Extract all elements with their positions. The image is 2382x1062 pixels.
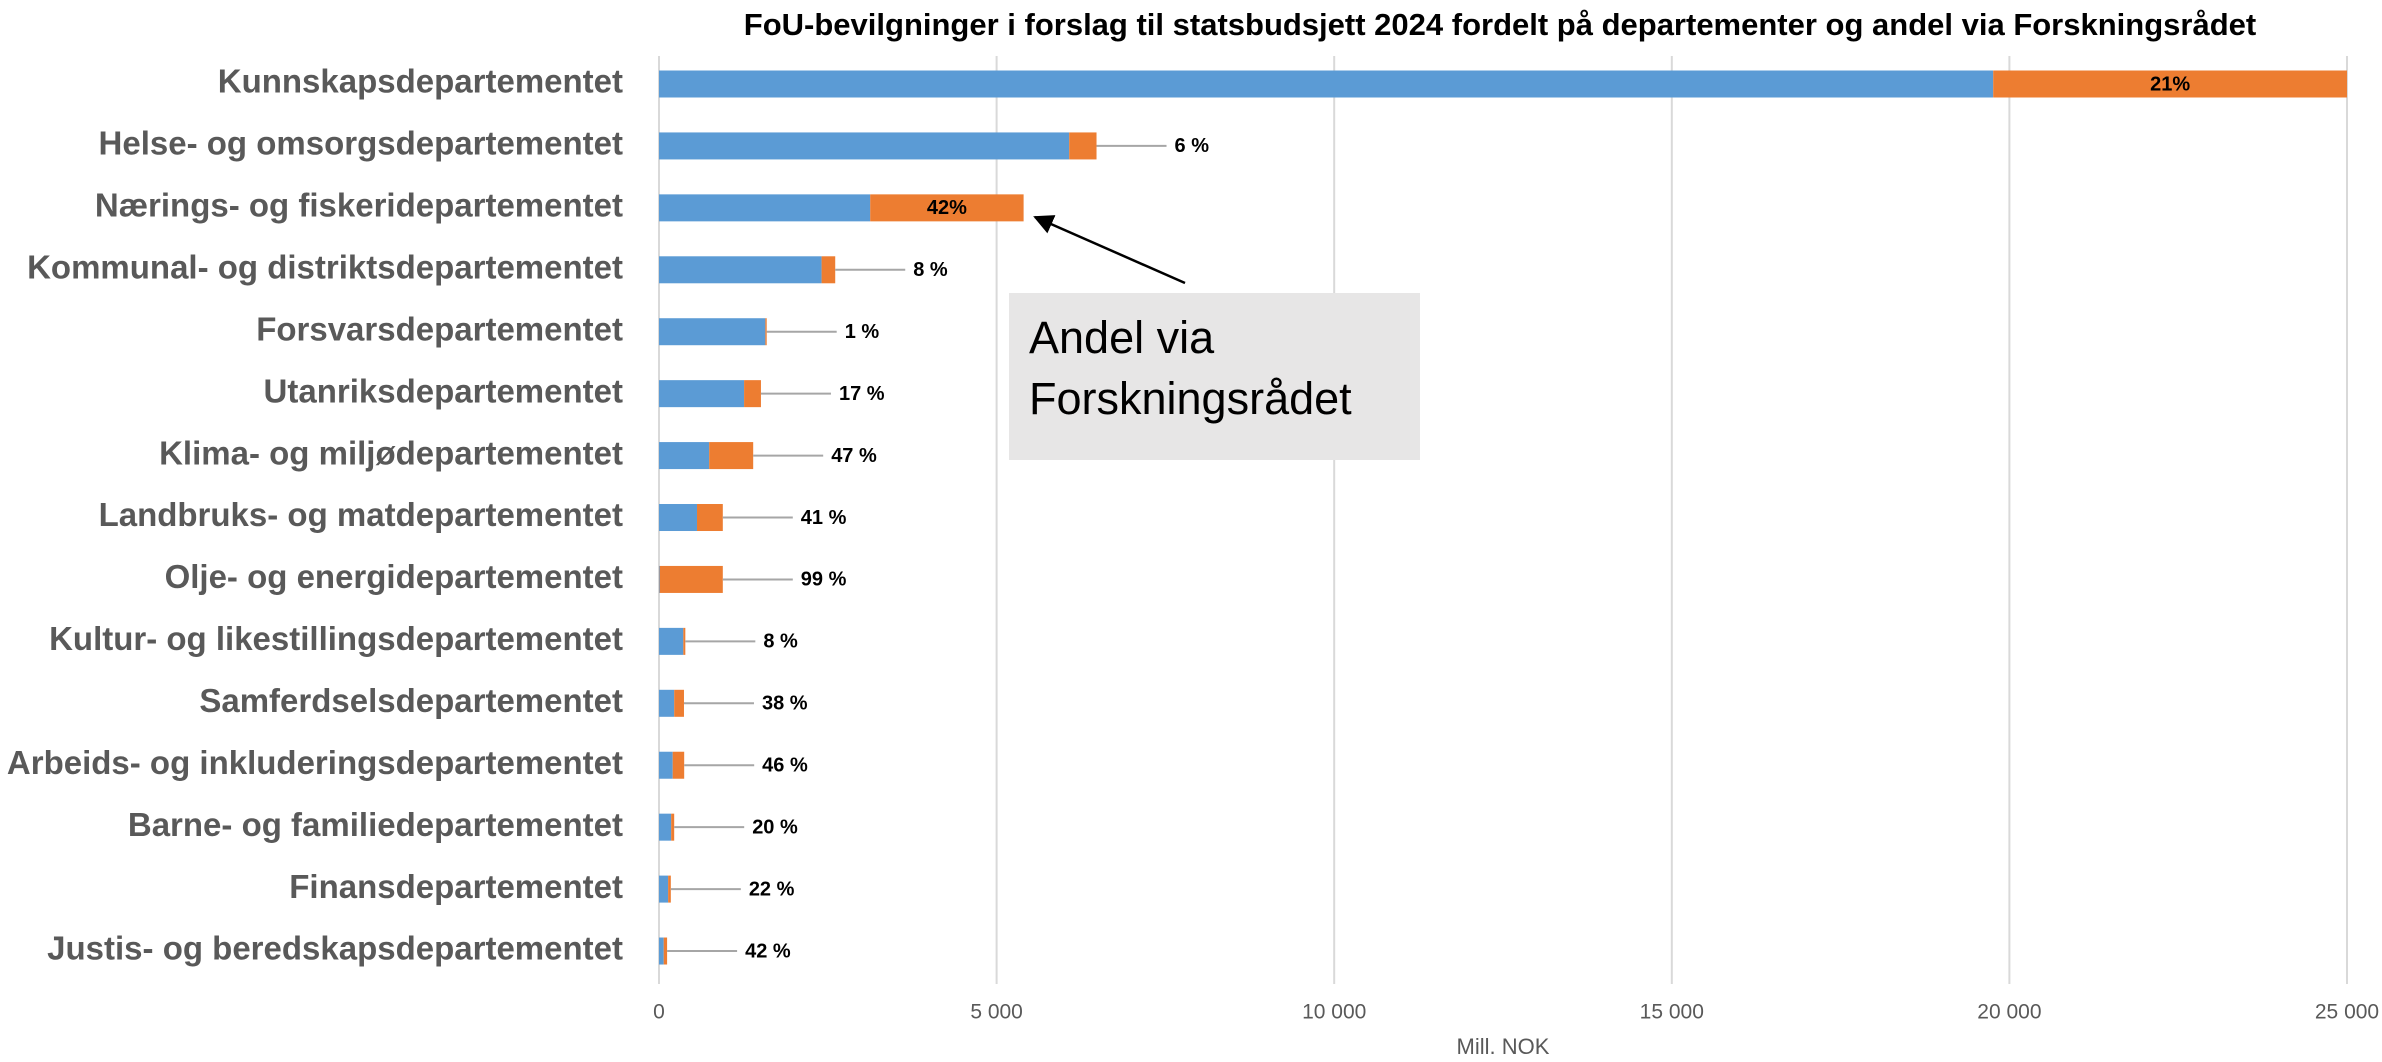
category-label: Finansdepartementet — [289, 868, 623, 905]
category-label: Olje- og energidepartementet — [165, 558, 623, 595]
bar-segment — [659, 318, 766, 346]
percent-label: 47 % — [831, 445, 877, 467]
category-label: Arbeids- og inkluderingsdepartementet — [7, 744, 623, 781]
bar-segment — [709, 442, 754, 470]
percent-label: 17 % — [839, 383, 885, 405]
bar-segment — [659, 504, 698, 532]
bar-segment — [659, 875, 669, 903]
bar-segment — [765, 318, 767, 346]
percent-label: 6 % — [1175, 135, 1210, 157]
bar-segment — [697, 504, 723, 532]
bar-segment — [659, 627, 684, 655]
percent-label: 38 % — [762, 693, 808, 715]
bar-segment — [870, 194, 1024, 222]
percent-label: 99 % — [801, 569, 847, 591]
percent-label: 42% — [927, 197, 967, 219]
bar-segment — [659, 70, 1994, 98]
category-label: Kunnskapsdepartementet — [218, 63, 623, 100]
bar-segment — [744, 380, 761, 408]
percent-label: 8 % — [913, 259, 948, 281]
bar-segment — [1069, 132, 1097, 160]
bar-segment — [668, 875, 671, 903]
percent-label: 8 % — [763, 631, 798, 653]
x-tick-label: 5 000 — [970, 1001, 1023, 1024]
x-tick-label: 15 000 — [1640, 1001, 1704, 1024]
bar-segment — [659, 380, 745, 408]
x-tick-label: 10 000 — [1302, 1001, 1366, 1024]
category-label: Barne- og familiedepartementet — [128, 806, 623, 843]
bar-segment — [683, 627, 686, 655]
x-tick-label: 20 000 — [1977, 1001, 2041, 1024]
bar-segment — [671, 813, 675, 841]
bar-segment — [821, 256, 836, 284]
category-label: Samferdselsdepartementet — [199, 682, 623, 719]
category-label: Forsvarsdepartementet — [256, 310, 623, 347]
bar-segment — [674, 689, 684, 717]
annotation: Andel via Forskningsrådet — [1009, 293, 1420, 460]
percent-label: 46 % — [762, 755, 808, 777]
bar-segment — [659, 256, 822, 284]
annotation-arrow — [1033, 215, 1186, 285]
category-label: Nærings- og fiskeridepartementet — [95, 187, 623, 224]
percent-label: 21% — [2150, 73, 2190, 95]
bar-segment — [663, 937, 668, 965]
category-label: Utanriksdepartementet — [264, 372, 623, 409]
percent-label: 22 % — [749, 878, 795, 900]
x-tick-label: 0 — [653, 1001, 665, 1024]
x-tick-label: 25 000 — [2315, 1001, 2379, 1024]
bar-segment — [659, 751, 673, 779]
x-axis-label: Mill. NOK — [1457, 1034, 1550, 1059]
bar-segment — [659, 565, 660, 593]
bar-segment — [672, 751, 685, 779]
bar-segment — [1993, 70, 2347, 98]
bar-segment — [659, 194, 871, 222]
bar-segment — [659, 442, 710, 470]
percent-label: 41 % — [801, 507, 847, 529]
percent-label: 42 % — [745, 940, 791, 962]
bar-segment — [659, 132, 1070, 160]
bar-segment — [659, 689, 675, 717]
percent-label: 1 % — [845, 321, 880, 343]
bar-segment — [659, 937, 664, 965]
category-label: Klima- og miljødepartementet — [159, 434, 623, 471]
category-label: Kommunal- og distriktsdepartementet — [27, 249, 623, 286]
bar-segment — [659, 565, 723, 593]
category-label: Kultur- og likestillingsdepartementet — [49, 620, 623, 657]
category-label: Landbruks- og matdepartementet — [99, 496, 623, 533]
chart-title: FoU-bevilgninger i forslag til statsbuds… — [744, 7, 2256, 42]
category-label: Justis- og beredskapsdepartementet — [47, 930, 623, 967]
category-label: Helse- og omsorgsdepartementet — [99, 125, 623, 162]
bar-segment — [659, 813, 672, 841]
percent-label: 20 % — [752, 816, 798, 838]
